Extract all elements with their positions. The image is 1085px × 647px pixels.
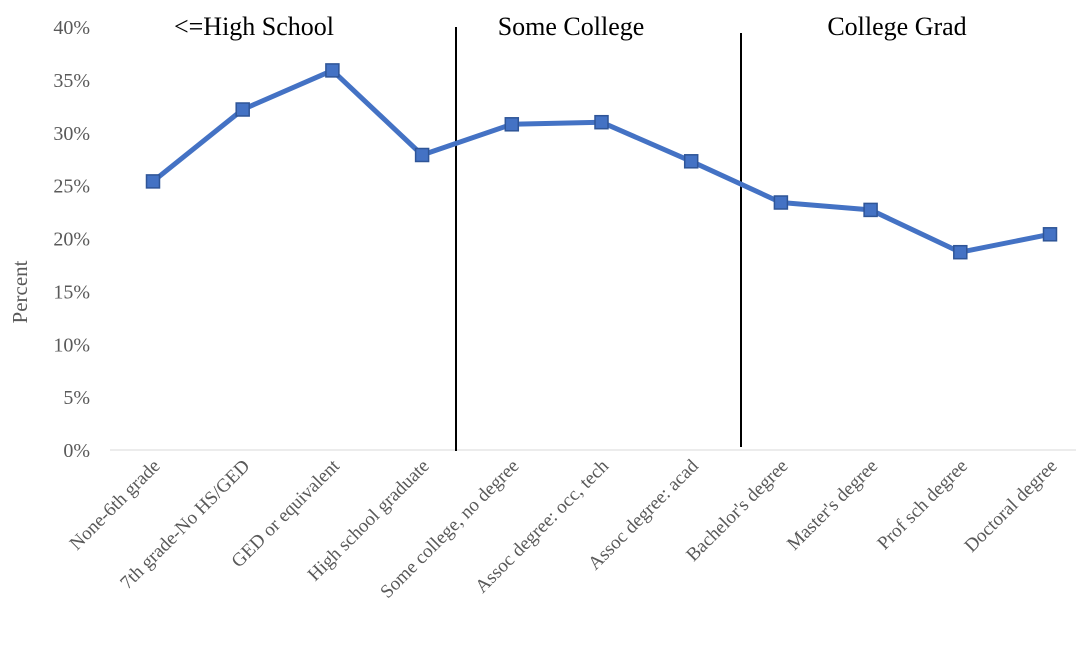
data-point-marker [1042, 227, 1058, 242]
data-point-marker [145, 174, 161, 189]
y-tick-label: 10% [53, 334, 90, 356]
data-point-marker [863, 202, 878, 218]
x-tick-label: None-6th grade [66, 456, 165, 555]
data-point-marker [414, 147, 430, 163]
data-point-marker [594, 114, 609, 130]
data-point-marker [504, 117, 520, 132]
section-label-some-college: Some College [498, 12, 645, 41]
y-tick-label: 15% [53, 281, 90, 303]
data-point-marker [953, 244, 968, 260]
series-line [150, 67, 1053, 255]
section-label-high-school: <=High School [174, 12, 334, 41]
data-point-marker [235, 102, 250, 117]
series-markers [145, 63, 1058, 260]
y-tick-label: 20% [53, 229, 90, 251]
y-tick-label: 35% [53, 70, 90, 92]
y-axis-title: Percent [8, 260, 32, 323]
y-tick-label: 25% [53, 176, 90, 198]
section-label-college-grad: College Grad [827, 12, 966, 41]
y-tick-label: 0% [63, 440, 90, 462]
y-tick-label: 40% [53, 17, 90, 39]
x-tick-label: Master's degree [783, 456, 882, 555]
y-tick-label: 5% [63, 387, 90, 409]
x-tick-label: Prof sch degree [873, 456, 971, 554]
y-tick-label: 30% [53, 123, 90, 145]
data-point-marker [683, 154, 699, 169]
y-tick-labels: 0% 5% 10% 15% 20% 25% 30% 35% 40% [53, 17, 90, 462]
data-point-marker [773, 195, 789, 210]
x-tick-label: Doctoral degree [961, 456, 1062, 557]
data-point-marker [325, 63, 340, 78]
